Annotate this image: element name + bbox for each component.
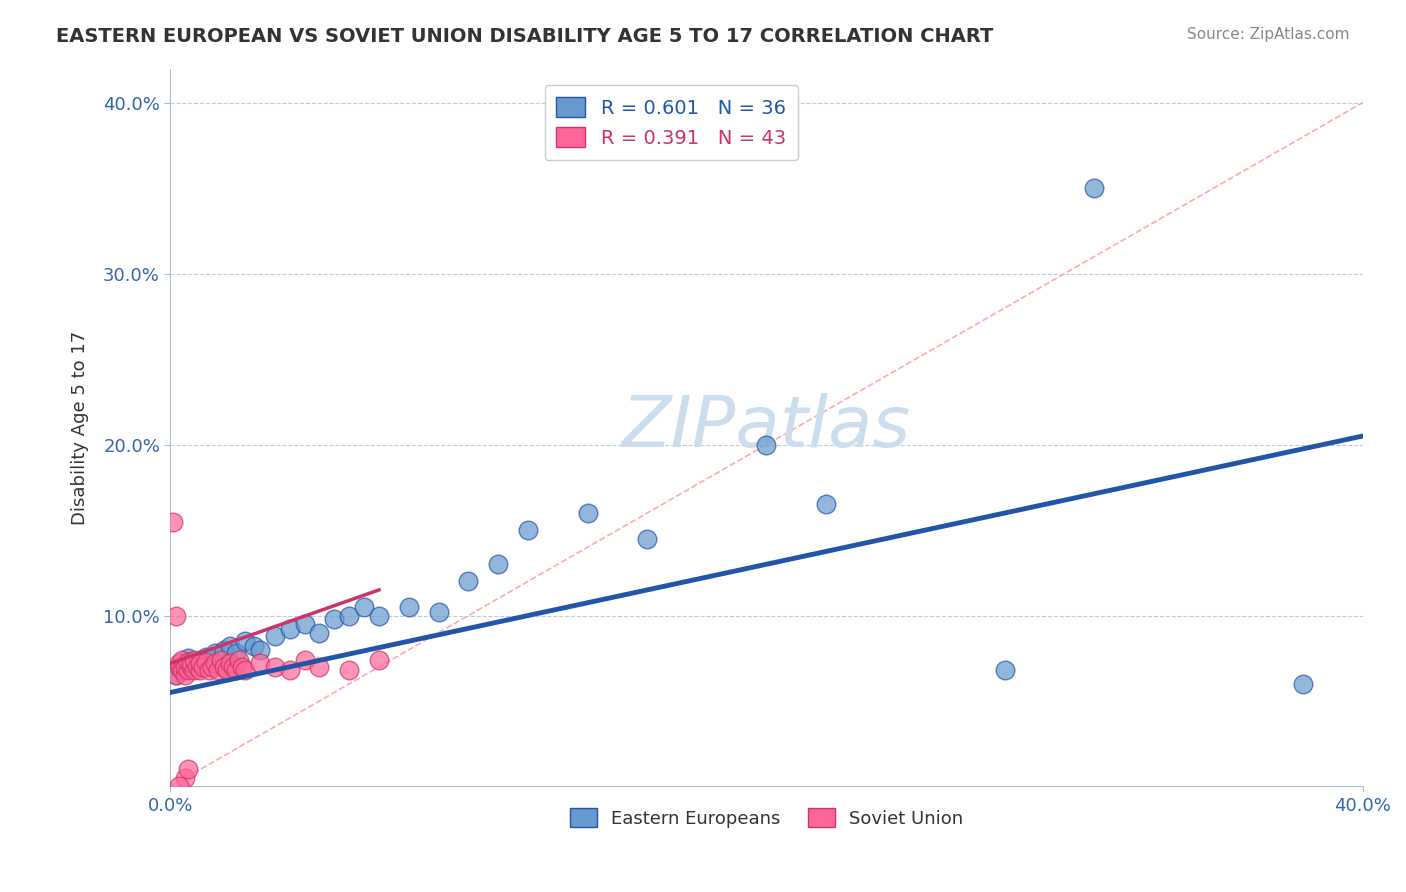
Point bbox=[204, 646, 226, 660]
Point bbox=[263, 660, 285, 674]
Point bbox=[201, 660, 224, 674]
Point bbox=[263, 629, 285, 643]
Point bbox=[755, 437, 778, 451]
Point bbox=[337, 608, 360, 623]
Point bbox=[368, 653, 391, 667]
Point bbox=[576, 506, 599, 520]
Point bbox=[222, 660, 245, 674]
Point bbox=[172, 663, 194, 677]
Point bbox=[517, 523, 540, 537]
Point bbox=[183, 658, 205, 673]
Point bbox=[172, 653, 194, 667]
Point bbox=[308, 660, 330, 674]
Point bbox=[233, 634, 256, 648]
Point bbox=[1083, 181, 1105, 195]
Point bbox=[278, 663, 301, 677]
Point bbox=[165, 668, 187, 682]
Point bbox=[172, 663, 194, 677]
Point bbox=[180, 657, 202, 671]
Point bbox=[212, 660, 235, 674]
Point bbox=[169, 657, 191, 671]
Point bbox=[177, 663, 200, 677]
Point bbox=[188, 653, 211, 667]
Point bbox=[177, 763, 200, 777]
Point bbox=[177, 655, 200, 669]
Point bbox=[195, 649, 218, 664]
Y-axis label: Disability Age 5 to 17: Disability Age 5 to 17 bbox=[72, 330, 89, 524]
Point bbox=[198, 663, 221, 677]
Point bbox=[368, 608, 391, 623]
Point bbox=[249, 657, 271, 671]
Point bbox=[195, 655, 218, 669]
Point bbox=[183, 653, 205, 667]
Point bbox=[165, 668, 187, 682]
Point bbox=[215, 663, 238, 677]
Point bbox=[193, 660, 215, 674]
Text: Source: ZipAtlas.com: Source: ZipAtlas.com bbox=[1187, 27, 1350, 42]
Point bbox=[457, 574, 479, 589]
Point bbox=[169, 660, 191, 674]
Text: EASTERN EUROPEAN VS SOVIET UNION DISABILITY AGE 5 TO 17 CORRELATION CHART: EASTERN EUROPEAN VS SOVIET UNION DISABIL… bbox=[56, 27, 994, 45]
Point bbox=[188, 663, 211, 677]
Point bbox=[323, 612, 346, 626]
Point bbox=[1292, 677, 1315, 691]
Point bbox=[169, 780, 191, 794]
Point bbox=[162, 515, 184, 529]
Point bbox=[174, 668, 197, 682]
Point bbox=[180, 660, 202, 674]
Point bbox=[249, 642, 271, 657]
Point bbox=[165, 608, 187, 623]
Point bbox=[308, 625, 330, 640]
Legend: Eastern Europeans, Soviet Union: Eastern Europeans, Soviet Union bbox=[562, 801, 970, 835]
Point bbox=[486, 558, 509, 572]
Point bbox=[294, 617, 316, 632]
Point bbox=[636, 532, 658, 546]
Point bbox=[815, 497, 838, 511]
Point bbox=[219, 657, 242, 671]
Point bbox=[183, 663, 205, 677]
Point bbox=[225, 646, 247, 660]
Point bbox=[353, 599, 375, 614]
Point bbox=[174, 660, 197, 674]
Point bbox=[994, 663, 1017, 677]
Point bbox=[209, 653, 232, 667]
Point bbox=[177, 651, 200, 665]
Point bbox=[225, 663, 247, 677]
Point bbox=[337, 663, 360, 677]
Point bbox=[228, 653, 250, 667]
Point bbox=[174, 657, 197, 671]
Point bbox=[427, 605, 450, 619]
Point bbox=[278, 622, 301, 636]
Point bbox=[186, 660, 208, 674]
Text: ZIPatlas: ZIPatlas bbox=[621, 393, 911, 462]
Point bbox=[174, 771, 197, 785]
Point bbox=[180, 655, 202, 669]
Point bbox=[204, 657, 226, 671]
Point bbox=[294, 653, 316, 667]
Point bbox=[231, 660, 253, 674]
Point bbox=[233, 663, 256, 677]
Point bbox=[188, 657, 211, 671]
Point bbox=[169, 660, 191, 674]
Point bbox=[207, 663, 229, 677]
Point bbox=[243, 640, 266, 654]
Point bbox=[212, 642, 235, 657]
Point bbox=[398, 599, 420, 614]
Point bbox=[219, 640, 242, 654]
